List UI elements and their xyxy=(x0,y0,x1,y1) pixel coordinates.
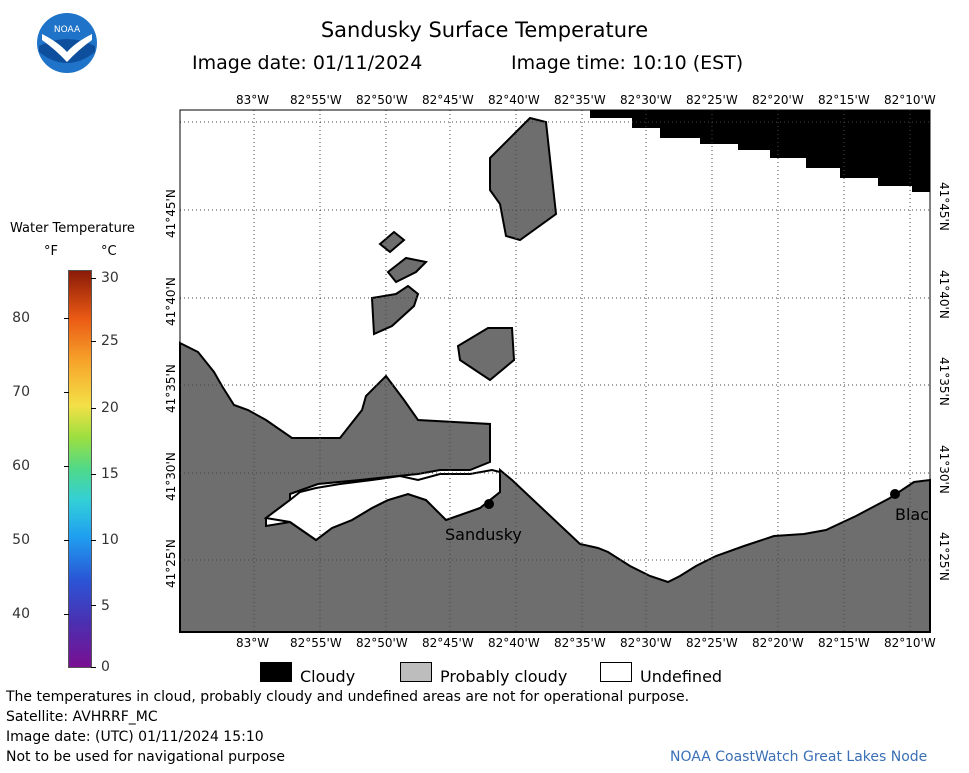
lat-label-right: 41°40'N xyxy=(937,270,951,319)
graticule xyxy=(180,110,930,632)
c-tick xyxy=(91,408,96,409)
legend-label-cloudy: Cloudy xyxy=(300,667,356,686)
c-label: 0 xyxy=(101,659,110,675)
unit-celsius: °C xyxy=(101,244,117,259)
lat-label-right: 41°25'N xyxy=(937,532,951,581)
lon-label-top: 82°45'W xyxy=(422,93,474,107)
f-tick xyxy=(64,392,69,393)
navigation-warning: Not to be used for navigational purpose xyxy=(6,749,285,765)
c-label: 10 xyxy=(101,532,119,548)
lon-label-bottom: 82°20'W xyxy=(752,636,804,650)
map-frame xyxy=(179,109,931,633)
kelleys-island xyxy=(489,116,558,242)
f-label: 50 xyxy=(12,532,30,548)
lon-label-bottom: 82°50'W xyxy=(356,636,408,650)
lat-label-right: 41°45'N xyxy=(937,182,951,231)
lon-label-bottom: 82°10'W xyxy=(884,636,936,650)
noaa-logo-text: NOAA xyxy=(54,25,81,35)
f-tick xyxy=(64,318,69,319)
city-label-blac: Blac xyxy=(895,505,930,524)
disclaimer-note: The temperatures in cloud, probably clou… xyxy=(6,689,690,705)
lon-label-bottom: 82°30'W xyxy=(620,636,672,650)
lon-label-top: 82°30'W xyxy=(620,93,672,107)
c-label: 5 xyxy=(101,598,110,614)
lat-label-left: 41°25'N xyxy=(164,539,178,588)
legend-swatch-undefined xyxy=(600,662,632,682)
south-shore-land xyxy=(179,341,931,633)
lon-label-bottom: 82°15'W xyxy=(818,636,870,650)
utc-image-date: Image date: (UTC) 01/11/2024 15:10 xyxy=(6,729,264,745)
colorbar-title: Water Temperature xyxy=(10,221,135,236)
city-label-sandusky: Sandusky xyxy=(445,525,522,544)
temperature-colorbar xyxy=(68,270,92,668)
c-tick xyxy=(91,341,96,342)
lon-label-top: 82°35'W xyxy=(554,93,606,107)
legend-label-undefined: Undefined xyxy=(640,667,723,686)
lat-label-right: 41°35'N xyxy=(937,357,951,406)
lon-label-bottom: 82°55'W xyxy=(290,636,342,650)
island-small-2 xyxy=(386,256,429,284)
lat-label-left: 41°45'N xyxy=(164,189,178,238)
c-label: 30 xyxy=(101,270,119,286)
satellite-info: Satellite: AVHRRF_MC xyxy=(6,709,158,725)
sandusky-bay-water xyxy=(263,468,501,542)
lon-label-bottom: 82°25'W xyxy=(686,636,738,650)
lat-label-left: 41°35'N xyxy=(164,364,178,413)
lon-label-top: 82°15'W xyxy=(818,93,870,107)
map-title: Sandusky Surface Temperature xyxy=(320,18,649,42)
island-small-1 xyxy=(378,230,406,254)
lon-label-top: 83°W xyxy=(236,93,270,107)
cloud-region xyxy=(590,110,930,192)
credit-link: NOAA CoastWatch Great Lakes Node xyxy=(670,749,928,765)
lon-label-bottom: 83°W xyxy=(236,636,270,650)
f-label: 70 xyxy=(12,384,30,400)
bass-island xyxy=(456,327,516,382)
f-tick xyxy=(64,466,69,467)
lon-label-bottom: 82°45'W xyxy=(422,636,474,650)
lat-label-right: 41°30'N xyxy=(937,445,951,494)
sandusky-marker xyxy=(484,499,494,509)
blac-marker xyxy=(890,489,900,499)
c-label: 20 xyxy=(101,400,119,416)
c-tick xyxy=(91,278,96,279)
image-date: Image date: 01/11/2024 xyxy=(192,52,423,74)
lon-label-top: 82°40'W xyxy=(488,93,540,107)
lon-label-top: 82°10'W xyxy=(884,93,936,107)
c-label: 25 xyxy=(101,333,119,349)
lon-label-top: 82°20'W xyxy=(752,93,804,107)
legend-label-probably-cloudy: Probably cloudy xyxy=(440,667,568,686)
legend-swatch-cloudy xyxy=(260,662,292,682)
lon-label-bottom: 82°35'W xyxy=(554,636,606,650)
image-time: Image time: 10:10 (EST) xyxy=(511,52,744,74)
lon-label-top: 82°25'W xyxy=(686,93,738,107)
f-label: 60 xyxy=(12,458,30,474)
legend-swatch-probably-cloudy xyxy=(400,662,432,682)
f-label: 40 xyxy=(12,606,30,622)
lon-label-bottom: 82°40'W xyxy=(488,636,540,650)
c-tick xyxy=(91,667,96,668)
f-label: 80 xyxy=(12,310,30,326)
noaa-logo-icon: NOAA xyxy=(36,12,98,74)
lon-label-top: 82°50'W xyxy=(356,93,408,107)
f-tick xyxy=(64,614,69,615)
f-tick xyxy=(64,540,69,541)
unit-fahrenheit: °F xyxy=(44,244,58,259)
c-tick xyxy=(91,540,96,541)
lat-label-left: 41°40'N xyxy=(164,277,178,326)
lat-label-left: 41°30'N xyxy=(164,452,178,501)
c-tick xyxy=(91,605,96,606)
island-peninsula xyxy=(370,284,420,336)
c-label: 15 xyxy=(101,466,119,482)
lon-label-top: 82°55'W xyxy=(290,93,342,107)
c-tick xyxy=(91,474,96,475)
